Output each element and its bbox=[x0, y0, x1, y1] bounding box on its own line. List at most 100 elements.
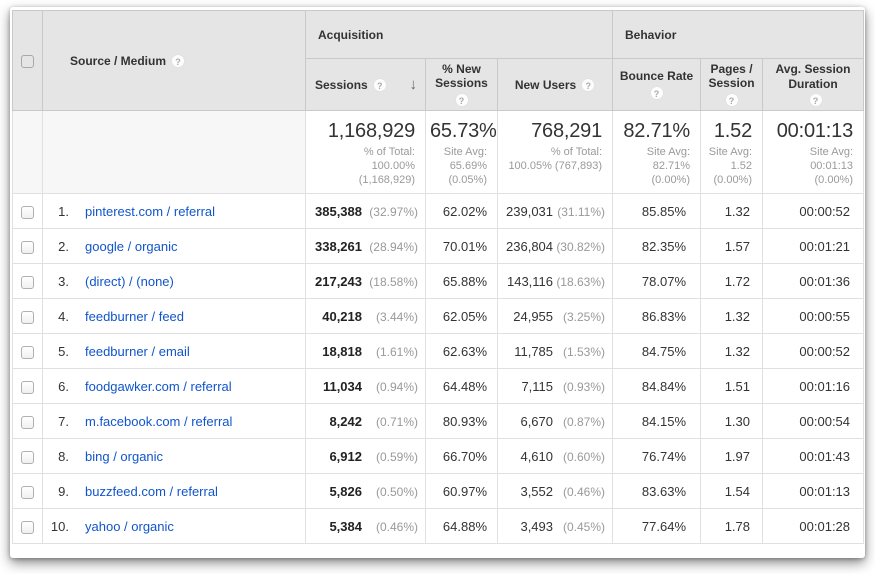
avg-duration-cell: 00:01:28 bbox=[762, 508, 865, 544]
source-medium-link[interactable]: bing / organic bbox=[85, 448, 164, 464]
totals-pct-new-sessions-cell: 65.73% Site Avg: 65.69% (0.05%) bbox=[425, 110, 498, 194]
sessions-percent: (3.44%) bbox=[375, 309, 418, 324]
bounce-rate-cell: 84.84% bbox=[612, 368, 702, 404]
new-users-cell: 3,493 (0.45%) bbox=[496, 508, 614, 544]
column-header-pct-new-sessions[interactable]: % New Sessions ? bbox=[425, 58, 498, 111]
bounce-rate-cell: 85.85% bbox=[612, 193, 702, 229]
sessions-cell: 217,243 (18.58%) bbox=[305, 263, 426, 299]
source-medium-link[interactable]: foodgawker.com / referral bbox=[85, 378, 232, 394]
avg-duration-cell: 00:01:43 bbox=[762, 438, 865, 474]
source-medium-table: Source / Medium? Acquisition Behavior Se… bbox=[12, 10, 865, 544]
new-users-value: 3,552 bbox=[520, 483, 554, 499]
pages-session-cell: 1.57 bbox=[700, 228, 764, 264]
pct-new-sessions-cell: 64.48% bbox=[425, 368, 498, 404]
table-row: 6. foodgawker.com / referral 11,034 (0.94… bbox=[12, 368, 865, 404]
bounce-rate-cell: 82.35% bbox=[612, 228, 702, 264]
source-medium-link[interactable]: m.facebook.com / referral bbox=[85, 413, 233, 429]
row-checkbox[interactable] bbox=[21, 310, 34, 324]
row-checkbox[interactable] bbox=[21, 380, 34, 394]
avg-duration-cell: 00:01:36 bbox=[762, 263, 865, 299]
source-medium-cell: 3. (direct) / (none) bbox=[42, 263, 306, 299]
help-icon[interactable]: ? bbox=[171, 53, 186, 68]
row-checkbox[interactable] bbox=[21, 240, 34, 254]
row-checkbox[interactable] bbox=[21, 415, 34, 429]
totals-section: 1,168,929 % of Total: 100.00% (1,168,929… bbox=[12, 110, 865, 194]
sessions-cell: 11,034 (0.94%) bbox=[305, 368, 426, 404]
sessions-percent: (18.58%) bbox=[369, 274, 418, 289]
column-header-avg-session-duration[interactable]: Avg. Session Duration? bbox=[762, 58, 865, 111]
help-icon[interactable]: ? bbox=[724, 93, 739, 107]
table-body: 1. pinterest.com / referral 385,388 (32.9… bbox=[12, 193, 865, 544]
new-users-percent: (18.63%) bbox=[556, 274, 606, 289]
source-medium-link[interactable]: feedburner / feed bbox=[85, 308, 185, 324]
table-row: 10. yahoo / organic 5,384 (0.46%) 64.88% … bbox=[12, 508, 865, 544]
row-checkbox[interactable] bbox=[21, 345, 34, 359]
source-medium-link[interactable]: buzzfeed.com / referral bbox=[85, 483, 218, 499]
new-users-value: 7,115 bbox=[521, 378, 554, 394]
sessions-cell: 8,242 (0.71%) bbox=[305, 403, 426, 439]
help-icon[interactable]: ? bbox=[649, 86, 664, 100]
help-icon[interactable]: ? bbox=[581, 77, 596, 92]
column-header-bounce-rate[interactable]: Bounce Rate ? bbox=[612, 58, 702, 111]
totals-avg-duration-cell: 00:01:13 Site Avg: 00:01:13 (0.00%) bbox=[762, 110, 865, 194]
column-header-source-medium[interactable]: Source / Medium? bbox=[42, 10, 306, 111]
source-medium-link[interactable]: (direct) / (none) bbox=[85, 273, 174, 289]
total-pct-new-sessions-subtext: Site Avg: 65.69% (0.05%) bbox=[443, 146, 487, 186]
row-checkbox[interactable] bbox=[21, 450, 34, 464]
pct-new-sessions-cell: 64.88% bbox=[425, 508, 498, 544]
avg-duration-cell: 00:00:52 bbox=[762, 333, 865, 369]
table-row: 3. (direct) / (none) 217,243 (18.58%) 65.… bbox=[12, 263, 865, 299]
source-medium-cell: 10. yahoo / organic bbox=[42, 508, 306, 544]
totals-row: 1,168,929 % of Total: 100.00% (1,168,929… bbox=[12, 110, 865, 194]
new-users-percent: (0.45%) bbox=[562, 519, 606, 534]
sessions-percent: (0.50%) bbox=[375, 484, 418, 499]
source-medium-label: Source / Medium bbox=[70, 53, 167, 68]
new-users-value: 4,610 bbox=[520, 448, 554, 464]
sessions-value: 5,826 bbox=[329, 483, 362, 499]
sort-descending-icon: ↓ bbox=[409, 76, 418, 93]
help-icon[interactable]: ? bbox=[454, 93, 469, 107]
sessions-percent: (1.61%) bbox=[375, 344, 418, 359]
row-checkbox[interactable] bbox=[21, 485, 34, 499]
sessions-cell: 40,218 (3.44%) bbox=[305, 298, 426, 334]
new-users-percent: (0.60%) bbox=[562, 449, 606, 464]
avg-duration-cell: 00:00:52 bbox=[762, 193, 865, 229]
bounce-rate-cell: 86.83% bbox=[612, 298, 702, 334]
source-medium-link[interactable]: pinterest.com / referral bbox=[85, 203, 216, 219]
column-header-sessions[interactable]: Sessions? ↓ bbox=[305, 58, 426, 111]
row-checkbox[interactable] bbox=[21, 275, 34, 289]
table-row: 7. m.facebook.com / referral 8,242 (0.71%… bbox=[12, 403, 865, 439]
pct-new-sessions-cell: 62.63% bbox=[425, 333, 498, 369]
column-header-pages-session[interactable]: Pages / Session ? bbox=[700, 58, 764, 111]
sessions-cell: 5,826 (0.50%) bbox=[305, 473, 426, 509]
avg-duration-cell: 00:01:16 bbox=[762, 368, 865, 404]
sessions-label: Sessions bbox=[315, 77, 368, 92]
help-icon[interactable]: ? bbox=[372, 77, 387, 92]
source-medium-link[interactable]: google / organic bbox=[85, 238, 178, 254]
row-rank: 2. bbox=[58, 238, 69, 254]
column-header-new-users[interactable]: New Users? bbox=[496, 58, 614, 111]
pct-new-sessions-cell: 65.88% bbox=[425, 263, 498, 299]
pct-new-sessions-label: % New Sessions bbox=[435, 62, 488, 90]
sessions-cell: 5,384 (0.46%) bbox=[305, 508, 426, 544]
source-medium-link[interactable]: yahoo / organic bbox=[85, 518, 174, 534]
row-rank: 4. bbox=[58, 308, 69, 324]
row-checkbox[interactable] bbox=[21, 520, 34, 534]
select-all-cell bbox=[12, 10, 43, 111]
help-icon[interactable]: ? bbox=[808, 92, 823, 107]
total-avg-duration-subtext: Site Avg: 00:01:13 (0.00%) bbox=[809, 146, 854, 186]
source-medium-link[interactable]: feedburner / email bbox=[85, 343, 190, 359]
sessions-cell: 385,388 (32.97%) bbox=[305, 193, 426, 229]
sessions-value: 11,034 bbox=[322, 378, 362, 394]
row-checkbox[interactable] bbox=[21, 205, 34, 219]
new-users-value: 239,031 bbox=[506, 203, 554, 219]
total-bounce-rate-value: 82.71% bbox=[623, 120, 691, 142]
pct-new-sessions-cell: 80.93% bbox=[425, 403, 498, 439]
table-header: Source / Medium? Acquisition Behavior Se… bbox=[12, 10, 865, 111]
row-checkbox-cell bbox=[12, 508, 43, 544]
pages-session-cell: 1.97 bbox=[700, 438, 764, 474]
group-header-acquisition: Acquisition bbox=[304, 10, 614, 59]
new-users-cell: 236,804 (30.82%) bbox=[496, 228, 614, 264]
total-pages-session-value: 1.52 bbox=[713, 120, 753, 142]
select-all-checkbox[interactable] bbox=[21, 54, 34, 68]
